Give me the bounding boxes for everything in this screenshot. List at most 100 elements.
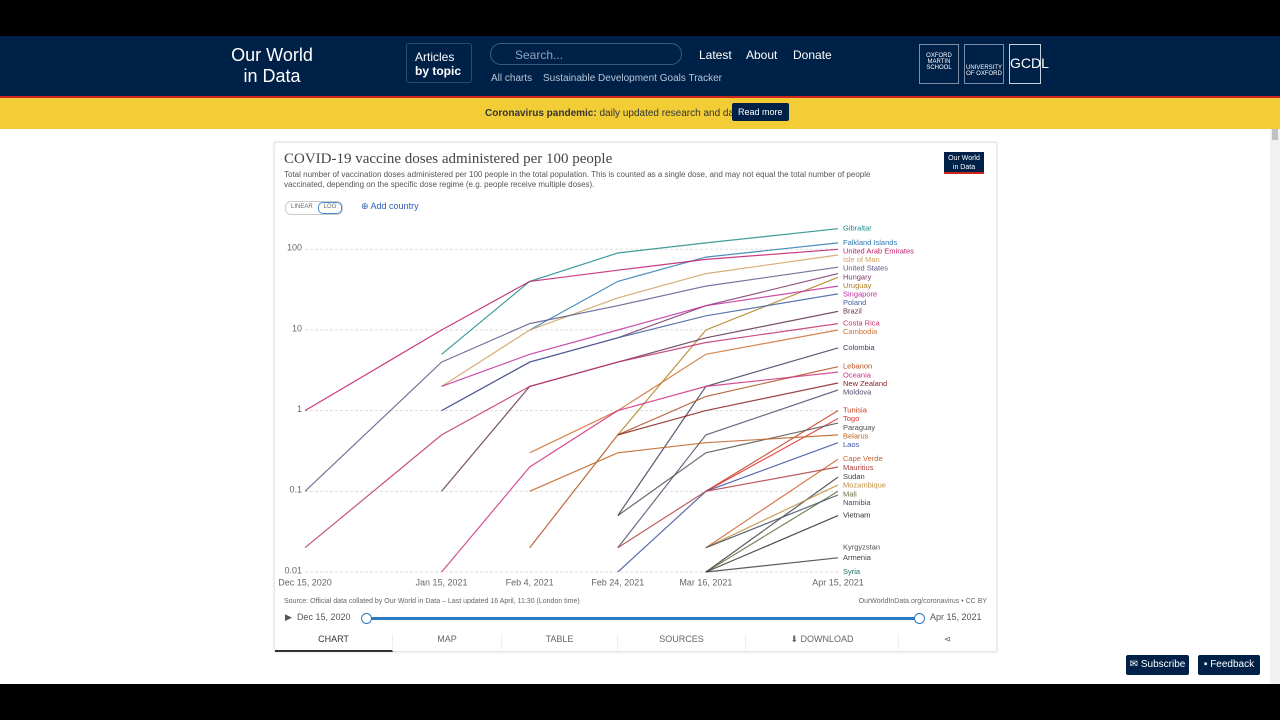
legend-label: Sudan: [843, 472, 865, 481]
tab[interactable]: CHART: [275, 634, 393, 652]
read-more-button[interactable]: Read more: [732, 103, 789, 121]
x-tick-label: Jan 15, 2021: [416, 577, 468, 587]
source-note: Source: Official data collated by Our Wo…: [284, 598, 580, 605]
legend-label: United Arab Emirates: [843, 246, 914, 255]
legend-label: Uruguay: [843, 281, 872, 290]
menu-text: by topic: [415, 64, 462, 78]
series-line: [617, 382, 839, 436]
owid-badge: Our World in Data: [944, 152, 984, 174]
legend-label: Costa Rica: [843, 319, 881, 328]
subscribe-button[interactable]: ✉ Subscribe: [1126, 655, 1189, 675]
series-line: [529, 434, 839, 492]
legend-label: Isle of Man: [843, 255, 880, 264]
series-line: [441, 254, 839, 387]
timeline-handle[interactable]: [914, 613, 925, 624]
chart: 100 10 1 0.1 0.01 Dec 15, 2020 Jan 15, 2021 Feb…: [278, 224, 914, 588]
legend-label: Mozambique: [843, 481, 886, 490]
search-box[interactable]: Search...: [490, 43, 682, 65]
feedback-button[interactable]: ▪ Feedback: [1198, 655, 1260, 675]
letterbox-bottom: [0, 684, 1280, 720]
legend-label: Belarus: [843, 431, 869, 440]
legend-label: Syria: [843, 567, 861, 576]
series-line: [705, 494, 839, 549]
timeline-start: ▶ Dec 15, 2020: [285, 612, 351, 622]
timeline-label: Dec 15, 2020: [296, 612, 351, 622]
legend-label: Vietnam: [843, 511, 870, 520]
legend-label: Brazil: [843, 307, 862, 316]
series-line: [705, 515, 839, 573]
tab[interactable]: SOURCES: [618, 634, 746, 650]
partner-logo[interactable]: GCDL: [1009, 44, 1049, 84]
legend-label: Hungary: [843, 272, 872, 281]
add-country-text: Add country: [370, 201, 419, 211]
chart-card: COVID-19 vaccine doses administered per …: [274, 142, 997, 652]
series-line: [705, 458, 839, 549]
add-country[interactable]: ⊕ Add country: [361, 201, 419, 211]
tab[interactable]: MAP: [393, 634, 502, 650]
series-line: [529, 242, 839, 331]
nav-link[interactable]: Donate: [793, 48, 832, 62]
scrollbar: [1270, 36, 1280, 684]
series-line: [441, 371, 839, 573]
legend-label: Mali: [843, 489, 857, 498]
subnav-link[interactable]: All charts: [491, 73, 533, 84]
series-line: [529, 366, 839, 549]
legend-label: Gibraltar: [843, 224, 872, 233]
legend-label: Lebanon: [843, 362, 872, 371]
tab[interactable]: ⬇ DOWNLOAD: [746, 634, 899, 650]
banner-bold: Coronavirus pandemic:: [485, 108, 597, 119]
legend-label: Paraguay: [843, 423, 875, 432]
legend-label: Singapore: [843, 289, 877, 298]
partner-logo[interactable]: OXFORD MARTIN SCHOOL: [919, 44, 959, 84]
series-line: [705, 417, 839, 492]
series-line: [705, 490, 839, 573]
timeline-label: Apr 15, 2021: [930, 612, 982, 622]
x-tick-label: Feb 4, 2021: [506, 577, 554, 587]
legend-label: Cambodia: [843, 327, 878, 336]
articles-menu[interactable]: Articles by topic: [406, 43, 472, 83]
series-line: [617, 347, 839, 516]
banner-text: daily updated research and data.: [599, 108, 746, 119]
timeline-handle[interactable]: [361, 613, 372, 624]
scale-toggle: LINEAR LOG: [285, 201, 344, 215]
legend-label: Namibia: [843, 498, 871, 507]
series-line: [705, 484, 839, 549]
series-line: [617, 389, 839, 549]
series-line: [441, 228, 839, 355]
partner-logo[interactable]: UNIVERSITY OF OXFORD: [964, 44, 1004, 84]
credit: OurWorldInData.org/coronavirus • CC BY: [858, 598, 987, 605]
nav-link[interactable]: Latest: [699, 48, 732, 62]
series-line: [441, 273, 839, 412]
legend-label: New Zealand: [843, 379, 887, 388]
tab[interactable]: TABLE: [502, 634, 618, 650]
series-line: [304, 323, 839, 549]
scale-option[interactable]: LOG: [317, 202, 343, 214]
legend-label: Kyrgyzstan: [843, 543, 880, 552]
share-tab[interactable]: ⋖: [943, 634, 952, 644]
chart-title: COVID-19 vaccine doses administered per …: [284, 151, 613, 167]
button-text: Feedback: [1210, 659, 1255, 670]
tab-text: DOWNLOAD: [800, 634, 854, 644]
x-tick-label: Mar 16, 2021: [679, 577, 732, 587]
y-tick-label: 0.01: [284, 565, 302, 575]
button-text: Subscribe: [1140, 659, 1186, 670]
x-tick-label: Dec 15, 2020: [278, 577, 332, 587]
nav-link[interactable]: About: [746, 48, 778, 62]
y-tick-label: 100: [287, 243, 302, 253]
legend-label: Mauritius: [843, 463, 874, 472]
legend-label: Tunisia: [843, 406, 868, 415]
legend-label: Oceania: [843, 370, 872, 379]
subnav-link[interactable]: Sustainable Development Goals Tracker: [543, 73, 722, 84]
logo[interactable]: Our World in Data: [228, 45, 316, 87]
series-line: [705, 476, 839, 573]
series-line: [617, 276, 839, 436]
series-line: [304, 248, 839, 412]
legend-label: United States: [843, 264, 888, 273]
scale-option[interactable]: LINEAR: [291, 204, 313, 210]
badge-text: in Data: [952, 164, 976, 171]
series-line: [529, 329, 839, 454]
x-tick-label: Feb 24, 2021: [591, 577, 644, 587]
x-tick-label: Apr 15, 2021: [812, 577, 864, 587]
series-line: [617, 466, 839, 549]
logo-text: in Data: [243, 66, 301, 86]
